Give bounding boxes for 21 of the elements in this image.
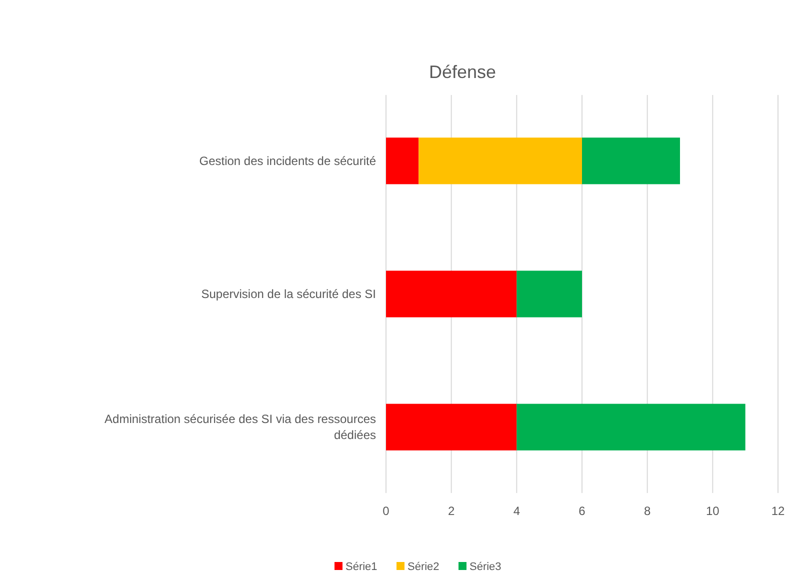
- bar: [582, 138, 680, 184]
- y-tick-label: Supervision de la sécurité des SI: [201, 287, 376, 301]
- bar: [418, 138, 582, 184]
- x-tick-label: 10: [706, 504, 720, 518]
- x-tick-label: 12: [771, 504, 785, 518]
- chart-title: Défense: [428, 62, 496, 82]
- bar: [386, 404, 517, 450]
- bar: [516, 404, 746, 450]
- x-tick-label: 2: [448, 504, 455, 518]
- y-tick-label: Administration sécurisée des SI via des ressources dédiées: [104, 412, 376, 442]
- x-tick-label: 4: [513, 504, 520, 518]
- x-tick-label: 0: [382, 504, 390, 518]
- legend-label: Série2: [408, 561, 440, 573]
- x-tick-label: 8: [644, 504, 651, 518]
- bar: [386, 270, 517, 318]
- bar: [516, 270, 582, 318]
- legend-label: Série3: [470, 561, 502, 573]
- x-tick-label: 6: [578, 504, 586, 518]
- y-tick-label: Gestion des incidents de sécurité: [199, 154, 376, 168]
- bar: [386, 138, 419, 184]
- legend-label: Série1: [346, 561, 378, 573]
